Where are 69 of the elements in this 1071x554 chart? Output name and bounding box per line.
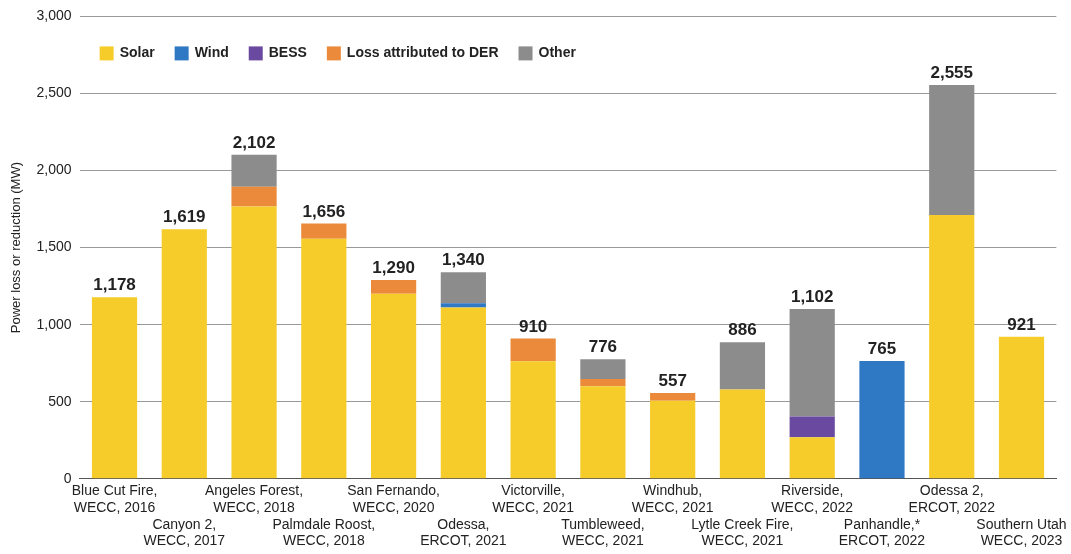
- y-tick-label: 2,500: [36, 84, 72, 101]
- y-tick-label: 3,000: [36, 7, 72, 24]
- legend-label: Solar: [119, 44, 156, 61]
- total-label: 1,178: [93, 275, 136, 295]
- legend-label: Wind: [194, 44, 229, 61]
- total-label: 921: [1007, 315, 1036, 335]
- x-tick-label: Victorville, WECC, 2021: [492, 482, 575, 515]
- x-tick-label: Canyon 2, WECC, 2017: [143, 515, 226, 549]
- y-tick-label: 1,500: [36, 238, 72, 255]
- x-tick-label: Odessa 2, ERCOT, 2022: [908, 482, 996, 515]
- y-axis-title: Power loss or reduction (MW): [8, 161, 24, 334]
- total-label: 1,656: [302, 201, 346, 221]
- total-label: 1,102: [790, 287, 834, 307]
- x-tick-label: Tumbleweed, WECC, 2021: [561, 515, 645, 549]
- bar: [789, 437, 835, 479]
- bar: [650, 392, 696, 401]
- bar: [91, 297, 138, 479]
- bar: [789, 308, 835, 417]
- total-label: 776: [588, 337, 618, 357]
- bar: [440, 307, 486, 479]
- legend-label: Loss attributed to DER: [346, 44, 499, 61]
- x-tick-label: Panhandle,* ERCOT, 2022: [838, 515, 926, 549]
- x-tick-label: Windhub, WECC, 2021: [631, 482, 714, 515]
- legend-label: BESS: [268, 44, 307, 61]
- bar: [719, 342, 766, 390]
- bar: [231, 154, 277, 187]
- legend-label: Other: [538, 44, 577, 61]
- bar: [929, 84, 975, 215]
- bar: [998, 336, 1045, 479]
- x-tick-label: Southern Utah WECC, 2023: [976, 515, 1067, 549]
- x-tick-label: San Fernando, WECC, 2020: [347, 482, 440, 515]
- total-label: 2,102: [232, 133, 276, 152]
- bar: [580, 379, 626, 387]
- total-label: 1,619: [163, 207, 206, 227]
- y-tick-label: 0: [63, 469, 72, 486]
- x-tick-label: Angeles Forest, WECC, 2018: [205, 482, 304, 515]
- total-label: 557: [658, 371, 687, 391]
- bar: [440, 272, 486, 304]
- total-label: 765: [867, 339, 897, 359]
- y-tick-label: 500: [48, 392, 72, 409]
- x-tick-label: Odessa, ERCOT, 2021: [420, 515, 507, 549]
- x-tick-label: Lytle Creek Fire, WECC, 2021: [691, 515, 794, 549]
- bar: [301, 223, 347, 239]
- bar: [789, 416, 835, 438]
- bar: [859, 360, 905, 479]
- bar: [580, 359, 626, 380]
- total-label: 2,555: [930, 63, 974, 83]
- bar: [231, 206, 277, 479]
- bar: [510, 338, 556, 362]
- bar: [510, 361, 556, 479]
- total-label: 1,340: [442, 250, 485, 270]
- bar: [370, 279, 417, 294]
- bar: [301, 238, 347, 479]
- bar: [161, 229, 207, 479]
- bar: [719, 389, 766, 479]
- bar: [580, 386, 626, 479]
- x-tick-label: Palmdale Roost, WECC, 2018: [272, 515, 376, 549]
- bar: [650, 400, 696, 479]
- total-label: 910: [518, 316, 548, 336]
- y-tick-label: 1,000: [36, 315, 72, 332]
- total-label: 1,290: [372, 258, 415, 278]
- total-label: 886: [728, 320, 757, 340]
- bar: [370, 293, 417, 479]
- bar: [440, 303, 486, 308]
- x-tick-label: Riverside, WECC, 2022: [771, 482, 854, 515]
- x-tick-label: Blue Cut Fire, WECC, 2016: [71, 482, 158, 515]
- y-tick-label: 2,000: [36, 161, 72, 178]
- bar: [231, 186, 277, 207]
- bar: [929, 214, 975, 479]
